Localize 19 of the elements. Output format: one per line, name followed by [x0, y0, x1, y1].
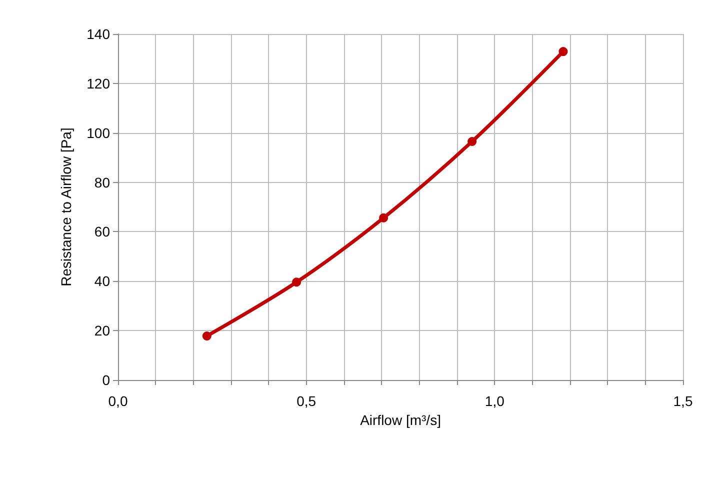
point — [468, 137, 477, 146]
y-tick-label: 0 — [102, 372, 110, 388]
y-tick-label: 20 — [94, 322, 110, 339]
y-axis-title: Resistance to Airflow [Pa] — [58, 128, 74, 286]
y-tick-label: 40 — [94, 273, 110, 290]
x-axis-title: Airflow [m³/s] — [360, 412, 441, 428]
y-tick-label: 80 — [94, 174, 110, 190]
point — [292, 278, 302, 287]
x-tick-label: 1,0 — [484, 393, 505, 409]
y-tick-label: 60 — [94, 224, 110, 240]
point — [379, 213, 388, 222]
x-tick-label: 0,5 — [296, 393, 316, 409]
y-tick-label: 140 — [86, 26, 110, 42]
x-tick-label: 1,5 — [673, 393, 693, 409]
point — [558, 47, 568, 56]
point — [202, 332, 212, 341]
x-tick-label: 0,0 — [108, 393, 128, 409]
y-tick-label: 120 — [86, 75, 110, 92]
y-tick-label: 100 — [86, 124, 110, 141]
